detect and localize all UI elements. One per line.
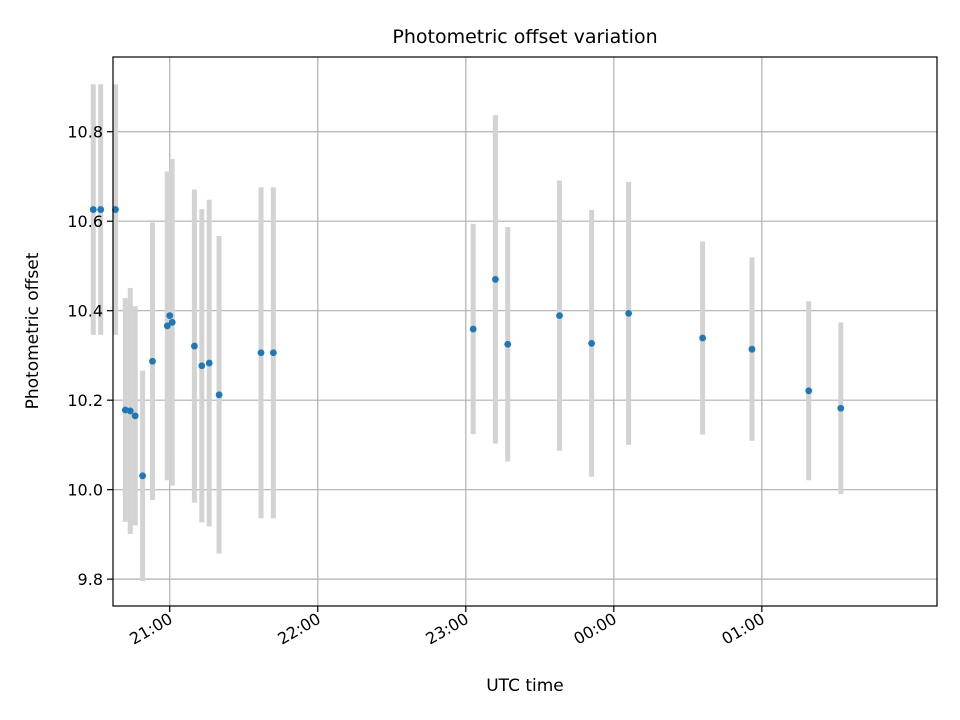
plot-area [113, 57, 937, 606]
data-point [805, 387, 813, 395]
data-point [257, 349, 265, 357]
data-point [139, 472, 147, 480]
plot-frame [112, 56, 938, 607]
y-tick-label: 9.8 [78, 570, 103, 589]
data-point [748, 345, 756, 353]
data-point [491, 275, 499, 283]
data-point [166, 312, 174, 320]
data-point [556, 312, 563, 320]
x-axis-label: UTC time [486, 676, 564, 696]
data-point [126, 407, 134, 415]
data-point [112, 206, 119, 213]
y-tick-label: 10.6 [67, 212, 103, 231]
data-point [198, 362, 206, 370]
data-point [837, 404, 845, 412]
y-axis-label: Photometric offset [23, 252, 43, 409]
y-tick-label: 10.4 [67, 302, 103, 321]
data-point [699, 334, 707, 342]
chart-title: Photometric offset variation [392, 26, 657, 48]
data-point [97, 206, 105, 213]
data-point [131, 412, 139, 420]
data-point [89, 206, 97, 213]
data-points [89, 206, 845, 480]
data-point [149, 357, 156, 365]
y-tick-label: 10.8 [67, 123, 103, 142]
y-tick-label: 10.0 [67, 481, 103, 500]
data-point [469, 325, 477, 333]
data-point [504, 340, 512, 348]
data-point [205, 359, 213, 367]
y-tick-label: 10.2 [67, 391, 103, 410]
data-point [588, 339, 596, 347]
y-axis-ticks: 9.8 10.0 10.2 10.4 10.6 10.8 [67, 123, 113, 589]
data-point [269, 349, 277, 357]
data-point [191, 342, 198, 350]
grid-lines [113, 57, 937, 606]
data-point [163, 322, 171, 330]
data-point [625, 309, 633, 317]
data-point [215, 391, 223, 399]
data-point [168, 318, 176, 326]
